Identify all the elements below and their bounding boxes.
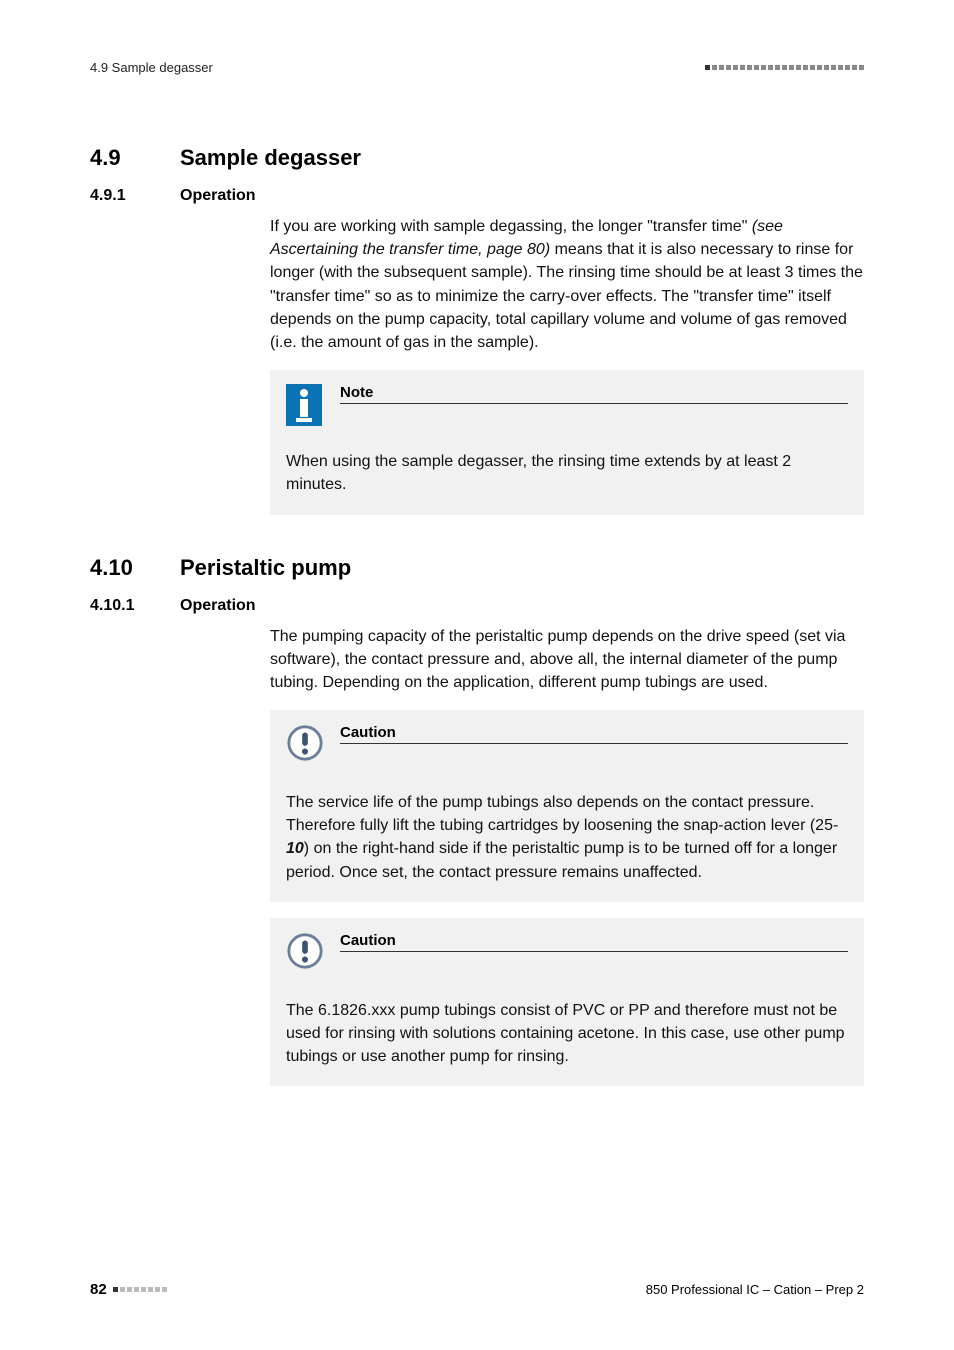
footer-right-text: 850 Professional IC – Cation – Prep 2 [646, 1282, 864, 1297]
page: 4.9 Sample degasser 4.9 Sample degasser … [0, 0, 954, 1350]
callout-text: The service life of the pump tubings als… [286, 794, 814, 834]
subsection-name: Operation [180, 187, 256, 205]
callout-body: The 6.1826.xxx pump tubings consist of P… [286, 999, 848, 1069]
paragraph: If you are working with sample degassing… [270, 215, 864, 354]
paragraph: The pumping capacity of the peristaltic … [270, 625, 864, 695]
footer-dots [113, 1287, 167, 1292]
section-heading: 4.9 Sample degasser [90, 145, 864, 171]
callout-body: The service life of the pump tubings als… [286, 791, 848, 884]
callout-label: Caution [340, 724, 848, 744]
page-header: 4.9 Sample degasser [90, 60, 864, 75]
note-callout: Note When using the sample degasser, the… [270, 370, 864, 514]
footer-page-number: 82 [90, 1281, 167, 1298]
callout-body: When using the sample degasser, the rins… [286, 450, 848, 496]
page-number: 82 [90, 1281, 107, 1298]
info-icon [286, 384, 326, 426]
caution-icon [286, 932, 326, 975]
section-name: Peristaltic pump [180, 555, 351, 581]
callout-header: Caution [286, 932, 848, 975]
callout-bold: 10 [286, 840, 304, 857]
subsection-name: Operation [180, 597, 256, 615]
section-number: 4.10 [90, 555, 180, 581]
callout-italic: (25- [810, 817, 838, 834]
callout-text: on the right-hand side if the peristalti… [286, 840, 837, 880]
callout-label: Note [340, 384, 848, 404]
body-column: If you are working with sample degassing… [270, 215, 864, 515]
caution-callout: Caution The 6.1826.xxx pump tubings cons… [270, 918, 864, 1087]
section-name: Sample degasser [180, 145, 361, 171]
callout-header: Caution [286, 724, 848, 767]
subsection-number: 4.10.1 [90, 597, 180, 615]
callout-header: Note [286, 384, 848, 426]
callout-label: Caution [340, 932, 848, 952]
caution-callout: Caution The service life of the pump tub… [270, 710, 864, 902]
header-left-text: 4.9 Sample degasser [90, 60, 213, 75]
subsection-heading: 4.9.1 Operation [90, 187, 864, 205]
section-heading: 4.10 Peristaltic pump [90, 555, 864, 581]
page-footer: 82 850 Professional IC – Cation – Prep 2 [90, 1281, 864, 1298]
body-column: The pumping capacity of the peristaltic … [270, 625, 864, 1087]
para-text: If you are working with sample degassing… [270, 218, 752, 235]
caution-icon [286, 724, 326, 767]
section-number: 4.9 [90, 145, 180, 171]
subsection-number: 4.9.1 [90, 187, 180, 205]
subsection-heading: 4.10.1 Operation [90, 597, 864, 615]
header-dots [705, 65, 864, 70]
